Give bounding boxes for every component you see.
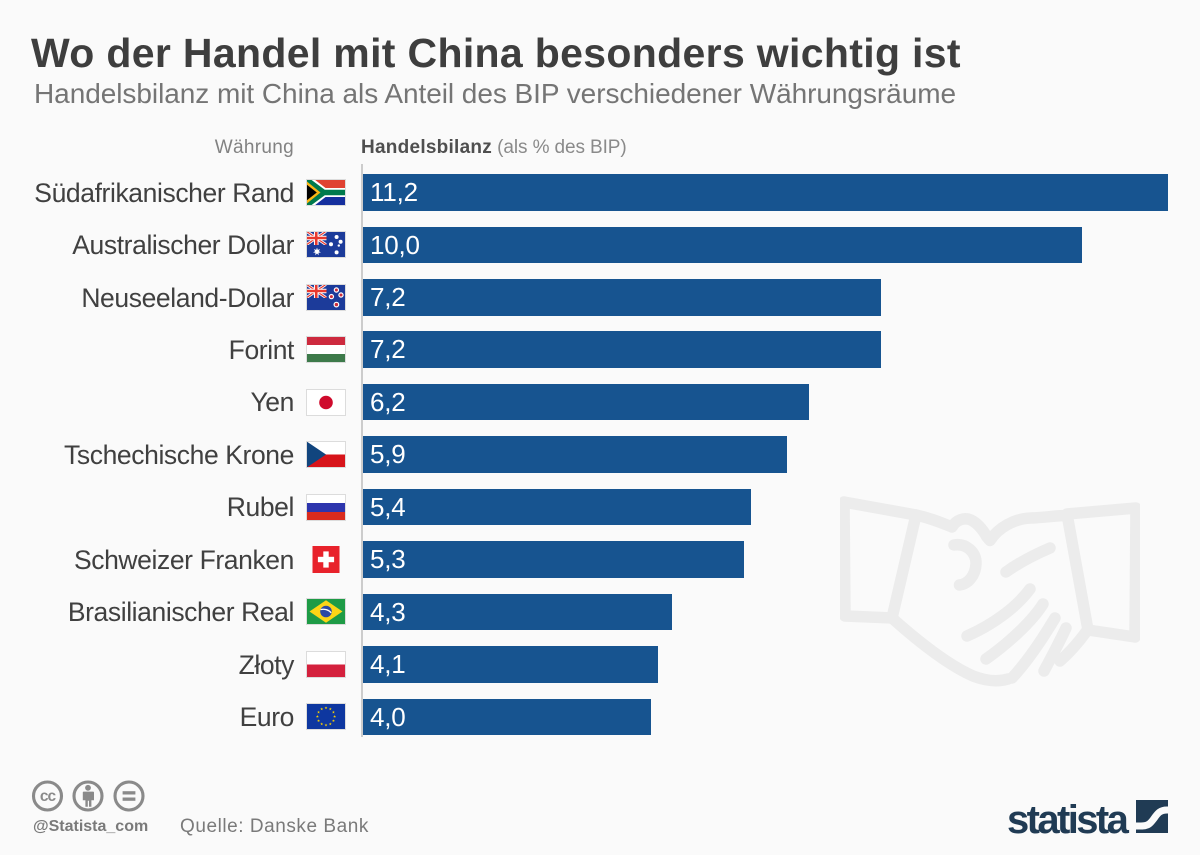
svg-text:cc: cc — [40, 788, 57, 805]
svg-text:statista: statista — [1007, 798, 1130, 841]
